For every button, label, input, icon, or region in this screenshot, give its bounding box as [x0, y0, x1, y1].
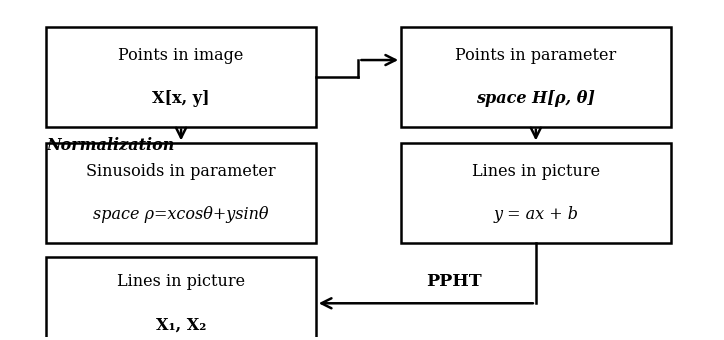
Text: space ρ=xcosθ+ysinθ: space ρ=xcosθ+ysinθ: [93, 206, 269, 223]
Text: PPHT: PPHT: [426, 273, 482, 290]
Bar: [46, 257, 316, 340]
Bar: [401, 143, 670, 243]
Text: X[x, y]: X[x, y]: [152, 90, 210, 107]
Text: Normalization: Normalization: [46, 136, 174, 154]
Text: y = ax + b: y = ax + b: [493, 206, 578, 223]
Text: Points in image: Points in image: [119, 47, 244, 64]
Text: Sinusoids in parameter: Sinusoids in parameter: [86, 163, 276, 180]
Bar: [401, 27, 670, 127]
Text: space H[ρ, θ]: space H[ρ, θ]: [476, 90, 595, 107]
Text: Lines in picture: Lines in picture: [117, 273, 245, 290]
Text: Points in parameter: Points in parameter: [455, 47, 616, 64]
Text: X₁, X₂: X₁, X₂: [156, 317, 206, 334]
Bar: [46, 27, 316, 127]
Bar: [46, 143, 316, 243]
Text: Lines in picture: Lines in picture: [472, 163, 600, 180]
